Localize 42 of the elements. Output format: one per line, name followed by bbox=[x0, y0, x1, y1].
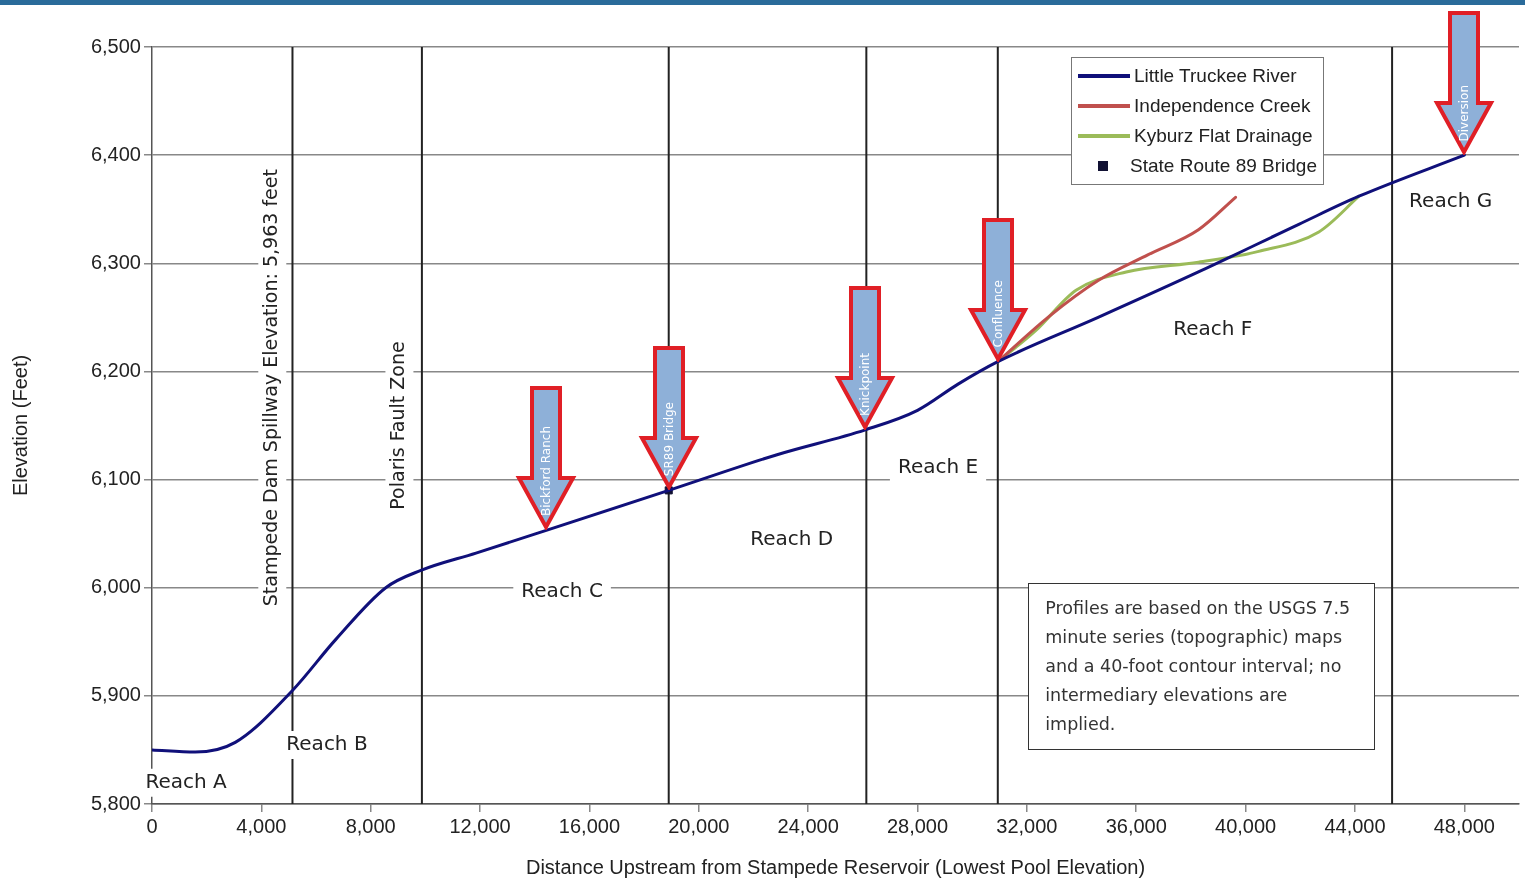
x-tick-label: 20,000 bbox=[668, 814, 730, 837]
annotation: Polaris Fault Zone bbox=[386, 341, 409, 510]
x-tick-label: 0 bbox=[146, 814, 158, 837]
y-tick-label: 5,800 bbox=[90, 791, 141, 814]
x-tick-label: 4,000 bbox=[236, 814, 287, 837]
annotation: Knickpoint bbox=[858, 352, 873, 416]
annotation: Reach D bbox=[750, 526, 834, 551]
y-tick-label: 6,300 bbox=[90, 250, 141, 273]
x-tick-label: 48,000 bbox=[1433, 814, 1495, 837]
x-tick-label: 40,000 bbox=[1215, 814, 1277, 837]
annotation: Profiles are based on the USGS 7.5 minute series (topographic) maps and a 40-foot contour interval; no intermediary elevations are implied. bbox=[1028, 582, 1376, 750]
y-tick-label: 6,500 bbox=[90, 34, 141, 57]
annotation: Reach C bbox=[521, 578, 603, 603]
legend-label: Kyburz Flat Drainage bbox=[1134, 125, 1313, 147]
annotation: SR89 Bridge bbox=[661, 402, 676, 477]
y-tick-label: 6,400 bbox=[90, 142, 141, 165]
y-tick-label: 6,100 bbox=[90, 467, 141, 490]
legend-label: Little Truckee River bbox=[1134, 65, 1297, 87]
x-tick-label: 28,000 bbox=[886, 814, 949, 837]
x-tick-label: 32,000 bbox=[996, 814, 1058, 837]
annotation: Reach G bbox=[1409, 188, 1493, 213]
annotation: Bickford Ranch bbox=[539, 426, 554, 517]
legend-label: Independence Creek bbox=[1134, 95, 1311, 117]
y-tick-label: 5,900 bbox=[90, 683, 141, 706]
x-tick-label: 16,000 bbox=[558, 814, 621, 837]
y-tick-label: 6,200 bbox=[90, 358, 141, 381]
legend-label: State Route 89 Bridge bbox=[1130, 155, 1317, 177]
x-axis-title: Distance Upstream from Stampede Reservoir (Lowest Pool Elevation) bbox=[525, 855, 1146, 878]
annotation: Reach E bbox=[897, 454, 979, 479]
x-tick-label: 44,000 bbox=[1324, 814, 1386, 837]
x-tick-label: 36,000 bbox=[1105, 814, 1167, 837]
x-tick-label: 12,000 bbox=[449, 814, 511, 837]
annotation: Confluence bbox=[990, 280, 1005, 348]
annotation: Reach A bbox=[145, 769, 228, 794]
annotation: Reach F bbox=[1173, 315, 1253, 340]
annotation: Diversion bbox=[1457, 84, 1472, 142]
y-tick-label: 6,000 bbox=[90, 575, 141, 598]
y-axis-title: Elevation (Feet) bbox=[8, 354, 31, 497]
annotation: Stampede Dam Spillway Elevation: 5,963 feet bbox=[259, 169, 282, 607]
x-tick-label: 24,000 bbox=[777, 814, 839, 837]
x-tick-label: 8,000 bbox=[345, 814, 396, 837]
annotation: Reach B bbox=[286, 731, 368, 756]
